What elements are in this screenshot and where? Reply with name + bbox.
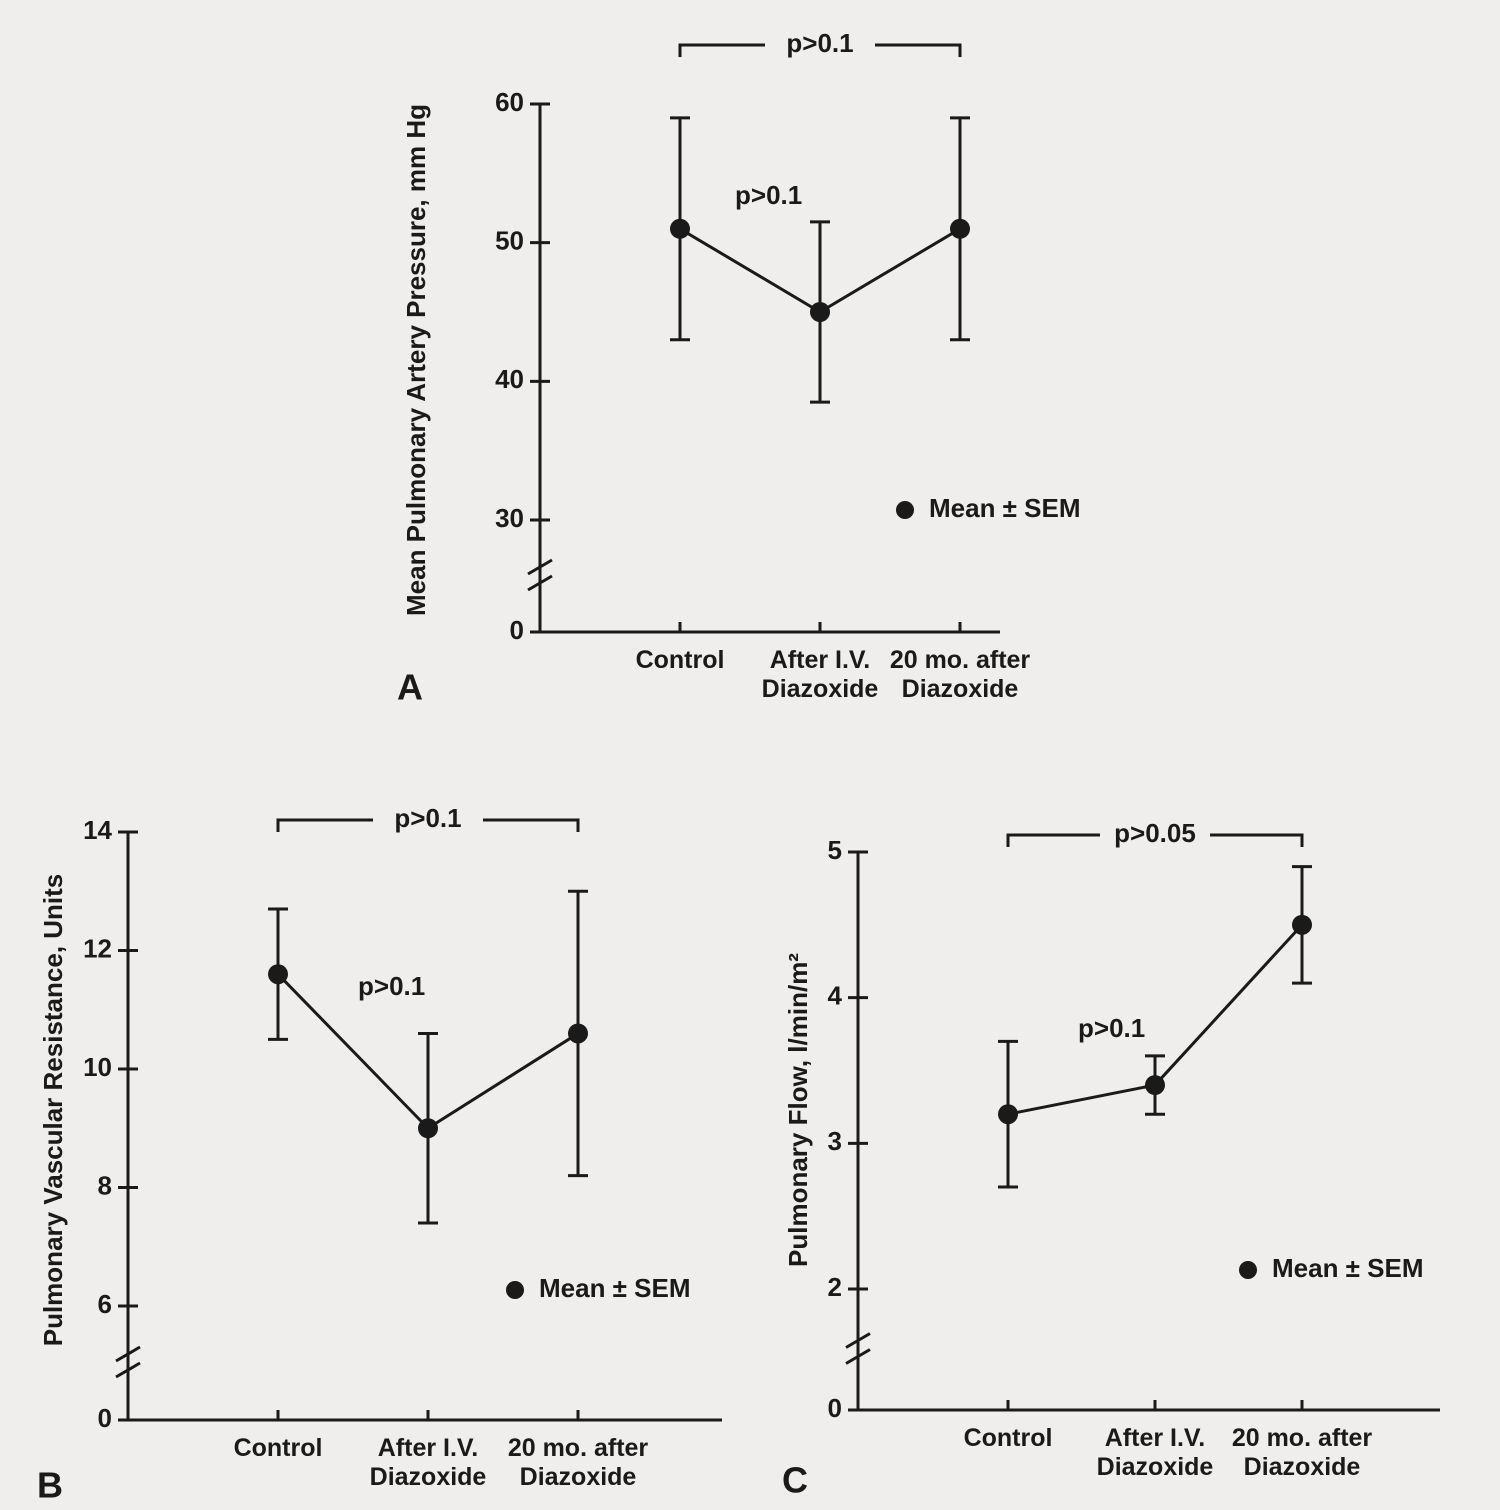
y-tick-label: 0	[828, 1393, 842, 1423]
y-tick-label: 14	[83, 815, 112, 845]
x-tick-label: 20 mo. after Diazoxide	[507, 1434, 649, 1491]
data-point	[670, 218, 690, 239]
bracket-label: p>0.1	[394, 803, 461, 833]
data-point	[418, 1118, 438, 1139]
panel-label: C	[782, 1460, 808, 1501]
axis-break	[527, 574, 553, 592]
x-tick-label: Control	[233, 1434, 323, 1462]
annotation: p>0.1	[358, 971, 425, 1001]
y-tick-label: 10	[83, 1052, 112, 1082]
annotation: p>0.1	[1078, 1013, 1145, 1043]
y-tick-label: 2	[828, 1272, 842, 1302]
axis-break	[845, 1348, 871, 1365]
y-tick-label: 4	[828, 981, 843, 1011]
data-point	[568, 1023, 588, 1044]
y-tick-label: 30	[495, 503, 524, 533]
bracket	[1006, 833, 1304, 847]
axis-break	[115, 1345, 141, 1363]
y-tick-label: 3	[828, 1126, 842, 1156]
legend-marker	[896, 501, 914, 519]
x-tick-label: Control	[635, 646, 725, 674]
data-point	[268, 964, 288, 985]
data-point	[1292, 914, 1312, 935]
bracket	[276, 818, 580, 832]
y-tick-label: 6	[98, 1289, 112, 1319]
legend-label: Mean ± SEM	[539, 1273, 691, 1303]
bracket-label: p>0.05	[1114, 818, 1196, 848]
x-tick-label: After I.V. Diazoxide	[1096, 1424, 1214, 1481]
y-tick-label: 60	[495, 87, 524, 117]
y-axis-label: Mean Pulmonary Artery Pressure, mm Hg	[401, 104, 431, 616]
legend-marker	[506, 1281, 524, 1299]
y-axis-label: Pulmonary Flow, l/min/m²	[783, 953, 813, 1267]
y-tick-label: 50	[495, 226, 524, 256]
axis-break	[527, 558, 553, 576]
data-point	[998, 1104, 1018, 1125]
y-axis-label: Pulmonary Vascular Resistance, Units	[38, 874, 68, 1347]
data-point	[810, 302, 830, 322]
axis-break	[115, 1361, 141, 1379]
y-tick-label: 40	[495, 364, 524, 394]
y-tick-label: 12	[83, 933, 112, 963]
y-tick-label: 5	[828, 835, 842, 865]
x-tick-label: 20 mo. after Diazoxide	[1231, 1424, 1373, 1481]
x-tick-label: Control	[963, 1424, 1053, 1452]
y-tick-label: 0	[510, 615, 524, 645]
bracket	[678, 43, 962, 57]
panel-label: A	[397, 667, 423, 708]
annotation: p>0.1	[735, 180, 802, 210]
legend-marker	[1239, 1261, 1257, 1279]
legend-label: Mean ± SEM	[1272, 1253, 1424, 1283]
y-tick-label: 0	[98, 1403, 112, 1433]
x-tick-label: After I.V. Diazoxide	[369, 1434, 487, 1491]
data-point	[1145, 1075, 1165, 1096]
x-tick-label: After I.V. Diazoxide	[761, 646, 879, 703]
data-point	[950, 218, 970, 239]
bracket-label: p>0.1	[786, 28, 853, 58]
x-tick-label: 20 mo. after Diazoxide	[889, 646, 1031, 703]
axis-break	[845, 1332, 871, 1349]
legend-label: Mean ± SEM	[929, 493, 1081, 523]
panel-label: B	[37, 1465, 63, 1506]
y-tick-label: 8	[98, 1170, 112, 1200]
